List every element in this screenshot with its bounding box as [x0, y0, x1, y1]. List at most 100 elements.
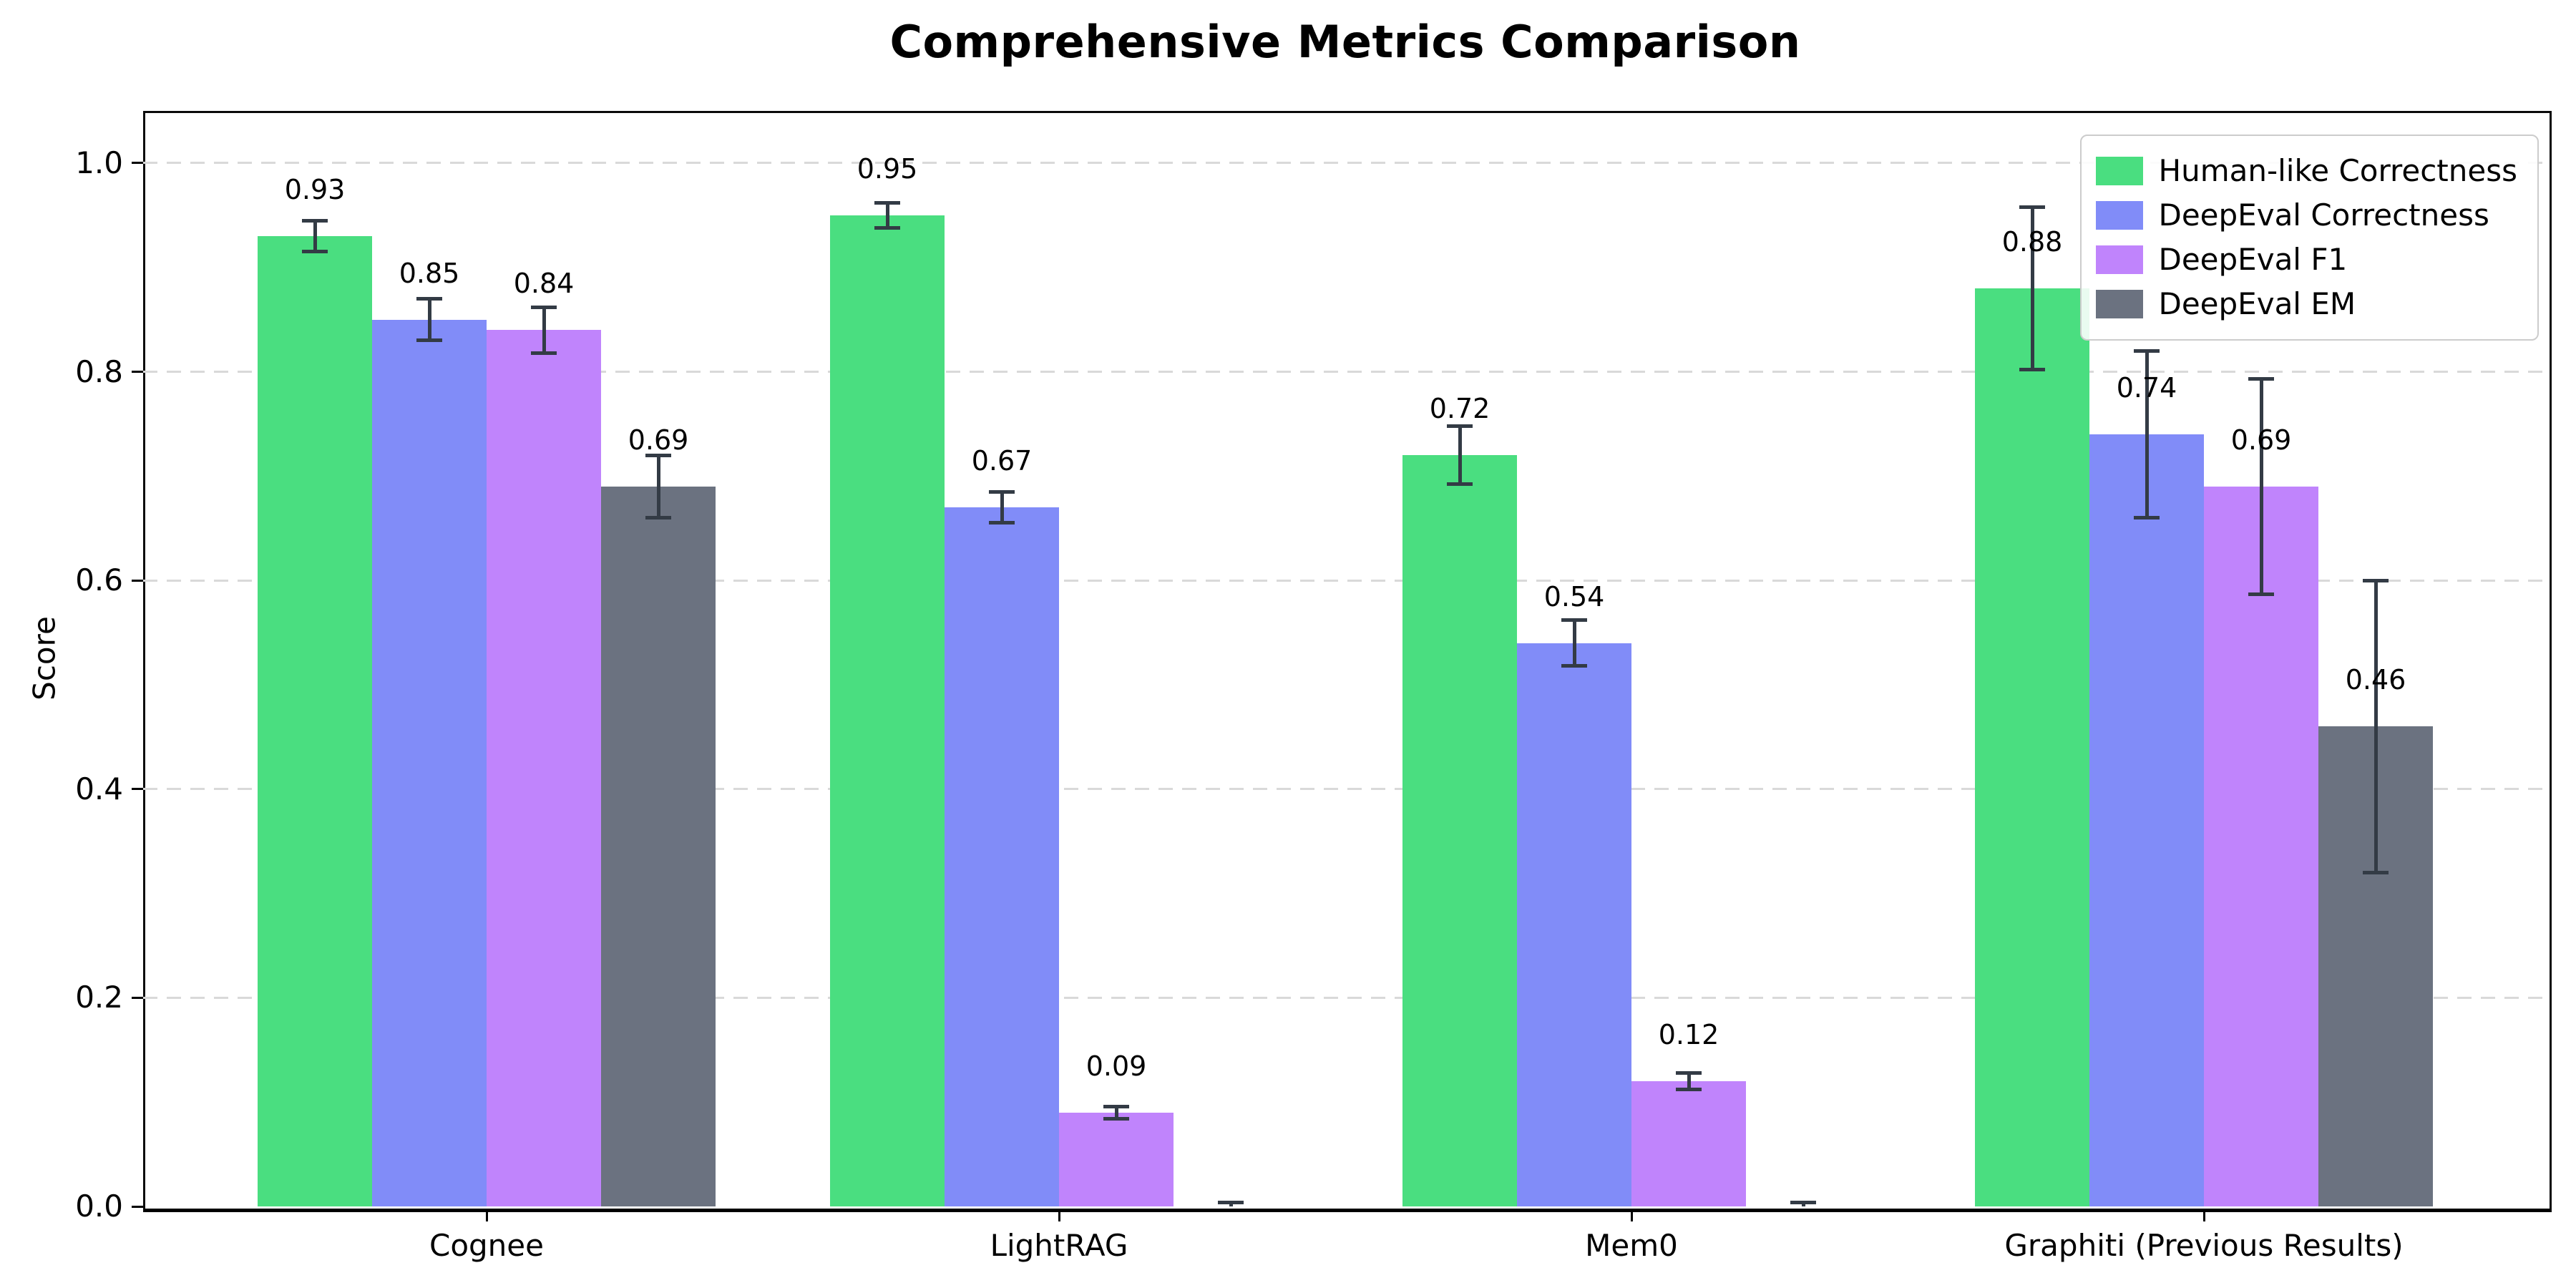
legend-swatch — [2095, 290, 2143, 318]
legend-swatch — [2095, 157, 2143, 185]
gridline — [143, 788, 2547, 791]
error-bar-cap — [2363, 578, 2389, 582]
error-bar-cap — [2019, 368, 2045, 372]
bar-deepeval-correctness — [372, 319, 487, 1206]
error-bar-cap — [1218, 1200, 1244, 1204]
gridline — [143, 162, 2547, 165]
y-axis-label: Score — [26, 616, 62, 701]
error-bar-cap — [989, 489, 1015, 494]
error-bar-cap — [1790, 1200, 1816, 1204]
x-category-label: Cognee — [429, 1228, 544, 1263]
error-bar — [2373, 580, 2378, 873]
plot-frame — [143, 111, 2552, 1212]
bar-value-label: 0.69 — [2230, 424, 2292, 456]
error-bar-cap — [2134, 348, 2160, 353]
bar-deepeval-em — [601, 486, 716, 1206]
y-tick-mark — [132, 371, 143, 374]
bar-human-like-correctness — [1402, 455, 1517, 1206]
error-bar-cap — [1561, 664, 1587, 668]
bar-deepeval-correctness — [1517, 643, 1631, 1206]
legend-item: DeepEval F1 — [2095, 240, 2518, 279]
error-bar-cap — [416, 296, 442, 301]
bar-value-label: 0.46 — [2345, 664, 2406, 696]
error-bar — [1229, 1202, 1233, 1206]
bar-value-label: 0.09 — [1085, 1050, 1147, 1082]
error-bar-cap — [645, 516, 671, 520]
bar-value-label: 0.95 — [857, 152, 918, 185]
legend: Human-like Correctness DeepEval Correctne… — [2079, 135, 2539, 341]
x-category-label: Mem0 — [1585, 1228, 1678, 1263]
error-bar — [1801, 1202, 1805, 1206]
chart-title: Comprehensive Metrics Comparison — [889, 16, 1801, 68]
x-tick-mark — [1630, 1210, 1633, 1221]
y-tick-mark — [132, 579, 143, 582]
error-bar — [1572, 620, 1576, 666]
error-bar — [885, 203, 889, 228]
error-bar-cap — [2248, 377, 2274, 381]
error-bar — [313, 220, 317, 252]
y-tick-label: 0.0 — [75, 1189, 123, 1224]
error-bar — [2259, 379, 2263, 595]
bar-value-label: 0.88 — [2001, 225, 2063, 258]
error-bar-cap — [531, 351, 557, 355]
error-bar-cap — [1103, 1117, 1129, 1121]
x-category-label: Graphiti (Previous Results) — [2004, 1228, 2404, 1263]
error-bar-cap — [1676, 1088, 1702, 1092]
error-bar-cap — [416, 338, 442, 343]
legend-item: DeepEval EM — [2095, 285, 2518, 323]
bar-value-label: 0.74 — [2116, 372, 2177, 404]
error-bar-cap — [874, 225, 900, 230]
error-bar — [656, 455, 660, 518]
error-bar — [1114, 1106, 1118, 1119]
bar-value-label: 0.12 — [1658, 1019, 1719, 1051]
error-bar-cap — [531, 305, 557, 309]
bar-human-like-correctness — [830, 215, 945, 1206]
y-tick-mark — [132, 788, 143, 791]
bar-value-label: 0.69 — [628, 424, 689, 456]
error-bar-cap — [989, 521, 1015, 525]
y-tick-label: 0.6 — [75, 562, 123, 598]
y-tick-label: 1.0 — [75, 145, 123, 180]
bar-value-label: 0.84 — [513, 268, 575, 300]
error-bar-cap — [2248, 592, 2274, 596]
error-bar — [2145, 351, 2149, 518]
error-bar-cap — [1103, 1104, 1129, 1108]
legend-item: Human-like Correctness — [2095, 152, 2518, 190]
error-bar-cap — [2134, 516, 2160, 520]
y-tick-label: 0.8 — [75, 353, 123, 389]
legend-label: DeepEval EM — [2158, 286, 2356, 321]
legend-swatch — [2095, 245, 2143, 274]
error-bar-cap — [874, 200, 900, 205]
error-bar — [2030, 207, 2034, 370]
error-bar — [1458, 426, 1462, 484]
bar-deepeval-correctness — [945, 507, 1059, 1206]
error-bar — [427, 298, 431, 341]
error-bar-cap — [1561, 618, 1587, 623]
bar-deepeval-correctness — [2089, 434, 2204, 1206]
legend-label: Human-like Correctness — [2158, 153, 2518, 188]
bar-value-label: 0.85 — [399, 257, 460, 289]
gridline — [143, 371, 2547, 374]
error-bar — [1687, 1073, 1691, 1090]
error-bar-cap — [302, 250, 328, 254]
y-tick-label: 0.4 — [75, 771, 123, 806]
bar-value-label: 0.54 — [1543, 580, 1605, 613]
error-bar — [542, 307, 546, 353]
error-bar-cap — [2019, 205, 2045, 209]
error-bar-cap — [2363, 870, 2389, 874]
legend-label: DeepEval Correctness — [2158, 197, 2489, 233]
x-category-label: LightRAG — [990, 1228, 1128, 1263]
bar-value-label: 0.93 — [284, 173, 346, 205]
error-bar-cap — [302, 218, 328, 223]
x-tick-mark — [485, 1210, 488, 1221]
y-tick-mark — [132, 1205, 143, 1208]
legend-item: DeepEval Correctness — [2095, 196, 2518, 235]
bar-deepeval-f1 — [1631, 1081, 1746, 1206]
y-tick-label: 0.2 — [75, 980, 123, 1015]
error-bar-cap — [1676, 1070, 1702, 1075]
y-tick-mark — [132, 996, 143, 999]
plot-area: 0.93 0.95 0.72 0.88 0.85 0.67 0.54 0.74 0.84 0.09… — [143, 111, 2547, 1206]
error-bar-cap — [1447, 424, 1473, 428]
x-tick-mark — [1058, 1210, 1060, 1221]
